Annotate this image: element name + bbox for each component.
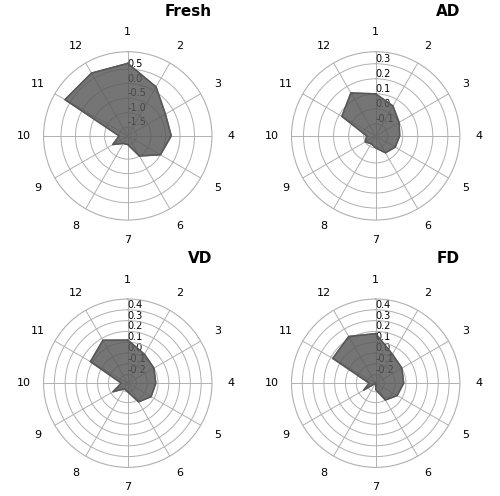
Polygon shape [332, 334, 404, 400]
Text: Fresh: Fresh [165, 4, 212, 19]
Text: VD: VD [188, 251, 212, 266]
Polygon shape [342, 93, 400, 153]
Polygon shape [90, 340, 156, 402]
Polygon shape [65, 63, 172, 156]
Text: FD: FD [437, 251, 460, 266]
Text: AD: AD [436, 4, 460, 19]
